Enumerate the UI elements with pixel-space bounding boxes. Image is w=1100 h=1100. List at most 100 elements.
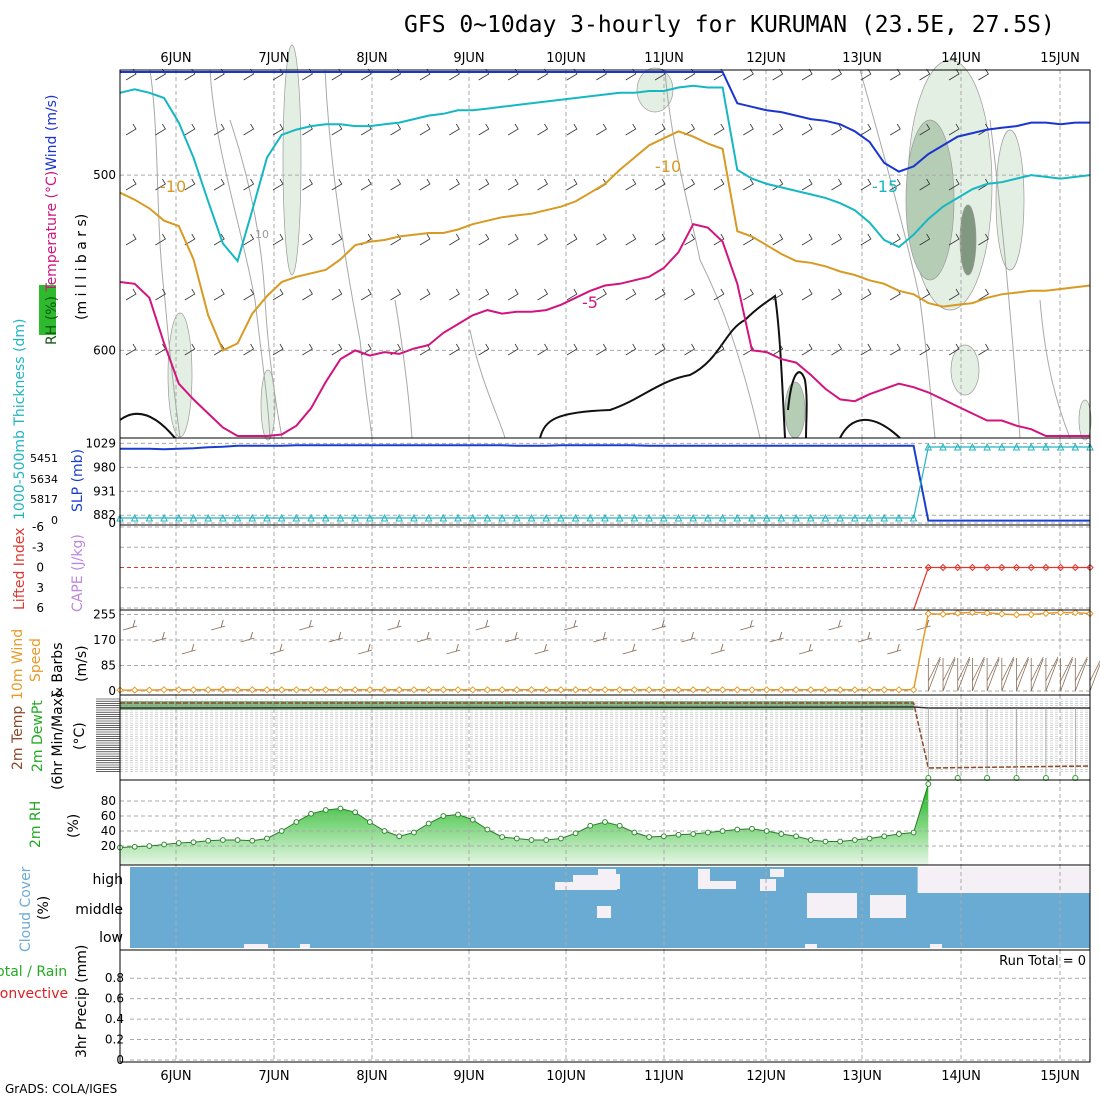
wind-speed-marker — [439, 686, 448, 694]
wind-barb — [831, 123, 843, 136]
thickness-marker — [380, 513, 389, 522]
temp-contour-1 — [119, 223, 1090, 437]
wind-barb — [978, 343, 989, 356]
wind-barb — [801, 123, 813, 136]
wind-barb — [625, 123, 637, 136]
thickness-marker — [748, 513, 756, 522]
thickness-marker — [130, 513, 139, 522]
stability-tick-label: 3 — [36, 581, 44, 595]
thickness-marker — [424, 513, 433, 522]
wind-barb — [184, 123, 196, 136]
wind-speed-marker — [263, 686, 271, 694]
dew2m-line — [119, 706, 1090, 709]
wind-barb — [801, 178, 813, 191]
bottom-date-label: 15JUN — [1040, 1069, 1080, 1084]
wind-barb — [860, 288, 872, 301]
rh-marker — [866, 835, 873, 842]
wind-barb — [184, 288, 196, 301]
rh-marker — [896, 831, 902, 837]
rh-marker — [851, 837, 858, 843]
surface-wind-barb — [798, 643, 814, 655]
wind-speed-marker — [469, 686, 477, 694]
wind-barb — [948, 68, 960, 81]
wind-barb — [948, 288, 960, 301]
wind-speed-marker — [851, 686, 859, 694]
surface-wind-barb — [299, 619, 314, 631]
cloud-gap — [612, 874, 620, 889]
surface-wind-barb — [211, 619, 226, 631]
wind-ylabel-4: (m/s) — [74, 645, 90, 682]
wind-barb — [125, 233, 137, 246]
wind-barb — [831, 178, 843, 191]
cloud-gap — [244, 944, 268, 948]
wind-barb — [419, 288, 431, 301]
slp-tick-label: 882 — [93, 508, 116, 522]
wind-barb — [449, 233, 460, 246]
thickness-marker — [880, 513, 889, 522]
wind-tick-label: 85 — [101, 659, 116, 673]
wind-speed-marker — [395, 686, 403, 694]
wind-speed-marker — [586, 686, 595, 694]
wind-speed-marker — [674, 686, 683, 694]
bottom-date-label: 9JUN — [453, 1069, 484, 1084]
wind-barb — [478, 288, 490, 301]
cloud-gap — [930, 944, 942, 948]
stability-tick-label: 0 — [36, 561, 44, 575]
lifted-index-jump — [913, 567, 929, 611]
wind-speed-marker — [483, 686, 492, 694]
wind-speed-marker — [865, 686, 874, 694]
thickness-marker — [645, 513, 653, 522]
wind-ylabel-2: Speed — [28, 638, 44, 682]
rh-marker — [646, 834, 652, 840]
wind-speed-marker — [954, 609, 962, 617]
wind-barb — [331, 343, 343, 356]
rh-shaded-area — [167, 312, 193, 438]
surface-wind-barb — [986, 656, 1000, 692]
wind-barb — [860, 178, 872, 191]
thickness-marker — [998, 442, 1006, 451]
wind-barb — [948, 178, 960, 191]
rh-marker — [264, 835, 270, 842]
wind-barb — [537, 343, 549, 356]
wind-speed-marker — [351, 686, 359, 694]
contour-line — [149, 69, 181, 439]
slp-tick-label: 0 — [108, 516, 116, 530]
wind-barb — [772, 68, 784, 81]
lifted-index-marker — [954, 563, 962, 572]
wind-speed-marker — [219, 685, 227, 694]
wind-barb — [890, 68, 901, 81]
wind-barb — [743, 178, 754, 191]
wind-speed-marker — [924, 609, 933, 618]
wind-speed-marker — [733, 686, 741, 694]
surface-wind-barb — [358, 643, 373, 655]
rh-shaded-area — [950, 344, 980, 396]
lifted-index-marker — [1027, 563, 1035, 572]
temp-ylabel-4: (°C) — [72, 722, 88, 750]
rh-marker — [205, 837, 212, 844]
rh-marker — [484, 826, 491, 833]
rh-marker — [704, 829, 711, 836]
thickness-marker — [189, 513, 198, 522]
ylabel-temp: Temperature (°C) — [44, 171, 60, 293]
wind-barb — [596, 233, 607, 246]
surface-wind-barb — [681, 631, 696, 643]
thickness-marker — [513, 513, 521, 522]
contour-line — [664, 69, 761, 439]
rh-tick-label: 40 — [101, 824, 116, 838]
rh-marker — [793, 833, 799, 840]
wind-barb — [360, 68, 372, 81]
wind-barb — [213, 178, 225, 191]
wind-barb — [919, 123, 931, 136]
thickness-marker — [204, 513, 212, 522]
surface-wind-barb — [927, 656, 941, 692]
wind-speed-marker — [248, 686, 256, 694]
wind-barb — [478, 233, 490, 246]
wind-ylabel-1: 10m Wind — [10, 629, 26, 700]
rh-marker — [543, 837, 550, 843]
wind-barb — [566, 233, 578, 246]
wind-speed-marker — [410, 686, 418, 694]
wind-barb — [860, 123, 872, 136]
rh-legend-swatch — [39, 285, 56, 335]
surface-wind-barb — [957, 656, 971, 692]
surface-wind-barb — [942, 656, 956, 692]
